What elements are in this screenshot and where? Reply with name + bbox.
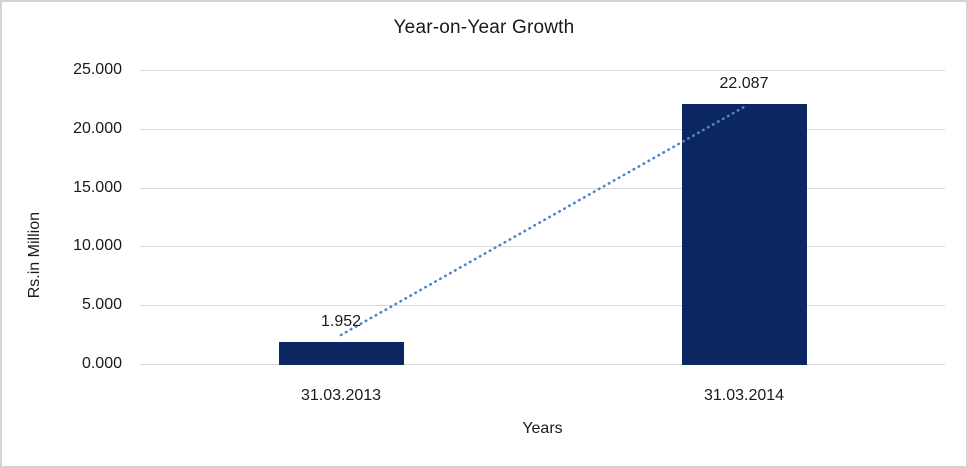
bar-2013[interactable] — [278, 342, 404, 365]
y-tick-label: 0.000 — [81, 355, 122, 372]
bar-2014[interactable] — [681, 104, 807, 365]
gridline — [140, 364, 945, 365]
plot-area: 1.952 22.087 — [140, 70, 945, 365]
y-tick-label: 25.000 — [73, 61, 122, 78]
gridline — [140, 188, 945, 189]
x-tick-label-2014: 31.03.2014 — [703, 387, 785, 404]
x-tick-label-2013: 31.03.2013 — [300, 387, 382, 404]
trendline[interactable] — [140, 70, 945, 365]
gridline — [140, 246, 945, 247]
y-tick-label: 20.000 — [73, 120, 122, 137]
value-label-2013: 1.952 — [320, 313, 362, 330]
chart-title: Year-on-Year Growth — [393, 17, 575, 38]
y-tick-label: 10.000 — [73, 237, 122, 254]
gridline — [140, 70, 945, 71]
value-label-2014: 22.087 — [719, 75, 769, 92]
x-axis-title: Years — [522, 420, 563, 437]
gridline — [140, 305, 945, 306]
gridline — [140, 129, 945, 130]
y-tick-label: 15.000 — [73, 179, 122, 196]
y-tick-label: 5.000 — [81, 296, 122, 313]
